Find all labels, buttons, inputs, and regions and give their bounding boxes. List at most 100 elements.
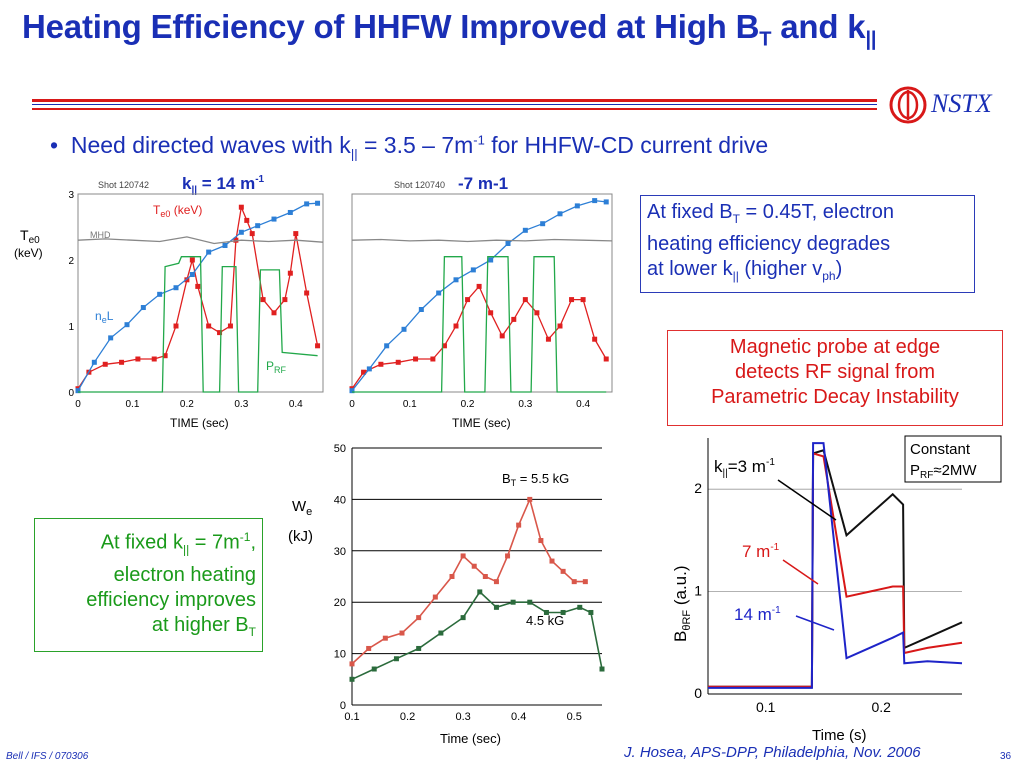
arrow-k3: [777, 479, 837, 521]
data-point: [453, 323, 459, 329]
y-tick-label: 2: [694, 480, 702, 496]
data-point: [287, 270, 293, 276]
y-tick-label: 10: [334, 649, 346, 661]
page-number: 36: [1000, 751, 1012, 762]
data-point: [384, 343, 390, 349]
data-point: [361, 369, 367, 375]
chart-te0-shot-120740: Shot 120740 -7 m-1 0 0.1 0.2 0.3 0.4 TIME (s…: [349, 174, 613, 430]
y-tick-label: 0: [340, 700, 346, 712]
data-point: [571, 579, 577, 585]
x-tick-label: 0.1: [344, 711, 359, 723]
x-axis-label: TIME (sec): [170, 416, 229, 430]
data-point: [195, 283, 201, 289]
data-point: [516, 522, 522, 528]
x-tick-label: 0.2: [871, 699, 891, 715]
y-tick-label: 1: [694, 583, 702, 599]
data-point: [162, 353, 168, 359]
y-axis-label: BθRF (a.u.): [671, 565, 693, 642]
x-axis-label: Time (s): [812, 727, 866, 744]
x-tick-label: 0.1: [403, 399, 417, 410]
data-point: [102, 361, 108, 367]
chart-title: -7 m-1: [458, 174, 508, 193]
data-point: [432, 594, 438, 600]
data-point: [505, 241, 511, 246]
data-point: [603, 356, 609, 362]
data-point: [569, 297, 575, 303]
shot-label: Shot 120740: [394, 180, 445, 190]
x-tick-label: 0.1: [756, 699, 776, 715]
data-point: [603, 199, 609, 205]
data-point: [184, 277, 190, 283]
data-point: [511, 316, 517, 322]
data-point: [499, 333, 505, 339]
series-line-7-m-1: [708, 452, 963, 688]
footer-citation: J. Hosea, APS-DPP, Philadelphia, Nov. 20…: [624, 744, 921, 761]
data-point: [580, 297, 586, 303]
note-fixed-k: At fixed k|| = 7m-1, electron heating ef…: [34, 518, 263, 652]
data-point: [222, 242, 228, 248]
data-point: [151, 356, 157, 362]
data-point: [557, 323, 563, 329]
y-axis-label: Te0: [20, 227, 40, 246]
chart-title: k|| = 14 m-1: [182, 174, 265, 196]
data-point: [453, 277, 459, 283]
data-point: [315, 200, 321, 206]
data-point: [527, 496, 533, 502]
data-point: [545, 336, 551, 342]
y-axis-label: We: [292, 498, 312, 518]
series-line-prf: [352, 256, 607, 393]
slide-title: Heating Efficiency of HHFW Improved at H…: [22, 8, 877, 51]
data-point: [588, 609, 594, 615]
data-point: [449, 574, 455, 579]
y-axis-unit: (keV): [14, 246, 43, 260]
y-tick-label: 0: [694, 685, 702, 701]
data-point: [416, 645, 422, 651]
data-point: [217, 330, 223, 336]
data-point: [438, 630, 444, 636]
data-point: [395, 359, 401, 365]
y-tick-label: 1: [68, 322, 74, 333]
y-axis-unit: (kJ): [288, 528, 313, 545]
bullet-point: • Need directed waves with k|| = 3.5 – 7…: [50, 132, 769, 162]
data-point: [488, 257, 494, 263]
data-point: [592, 336, 598, 342]
data-point: [560, 609, 566, 615]
y-tick-label: 2: [68, 256, 74, 267]
y-tick-label: 40: [334, 494, 346, 506]
chart-b-theta-rf: BθRF (a.u.) 0.1 0.2 0 1 2 Constant PRF≈2MW k…: [671, 435, 1002, 744]
data-point: [108, 335, 114, 341]
chart-we-vs-time: We (kJ) 0.1 0.2 0.3 0.4 0.5 0 10 20 30 40 50 BT = …: [288, 443, 605, 746]
data-point: [493, 579, 499, 585]
x-tick-label: 0.5: [567, 711, 582, 723]
series-line-mhd: [351, 238, 613, 243]
data-point: [471, 563, 477, 569]
x-tick-label: 0.1: [125, 399, 139, 410]
data-point: [206, 249, 212, 255]
series-line-k-3-m-1: [708, 449, 963, 688]
data-point: [233, 237, 239, 243]
label-k14: 14 m-1: [734, 605, 781, 624]
data-point: [592, 198, 598, 204]
note-magnetic-probe: Magnetic probe at edge detects RF signal…: [667, 330, 1003, 426]
data-point: [238, 229, 244, 235]
label-k3: k||=3 m-1: [714, 457, 775, 479]
data-point: [465, 297, 471, 303]
data-point: [287, 209, 293, 215]
plot-frame: [77, 193, 324, 393]
data-point: [557, 211, 563, 217]
y-tick-label: 20: [334, 597, 346, 609]
arrow-k7: [782, 559, 819, 585]
label-nel: neL: [95, 309, 114, 325]
data-point: [249, 231, 255, 237]
data-point: [527, 599, 533, 605]
data-point: [75, 388, 81, 394]
data-point: [522, 227, 528, 233]
data-point: [189, 272, 195, 278]
legend-box: Constant PRF≈2MW: [904, 435, 1002, 483]
series-line-4-5-kg: [351, 590, 603, 681]
data-point: [538, 538, 544, 544]
data-point: [577, 604, 583, 610]
label-prf: PRF: [266, 359, 287, 375]
x-tick-label: 0.4: [289, 399, 303, 410]
x-tick-label: 0.3: [455, 711, 470, 723]
